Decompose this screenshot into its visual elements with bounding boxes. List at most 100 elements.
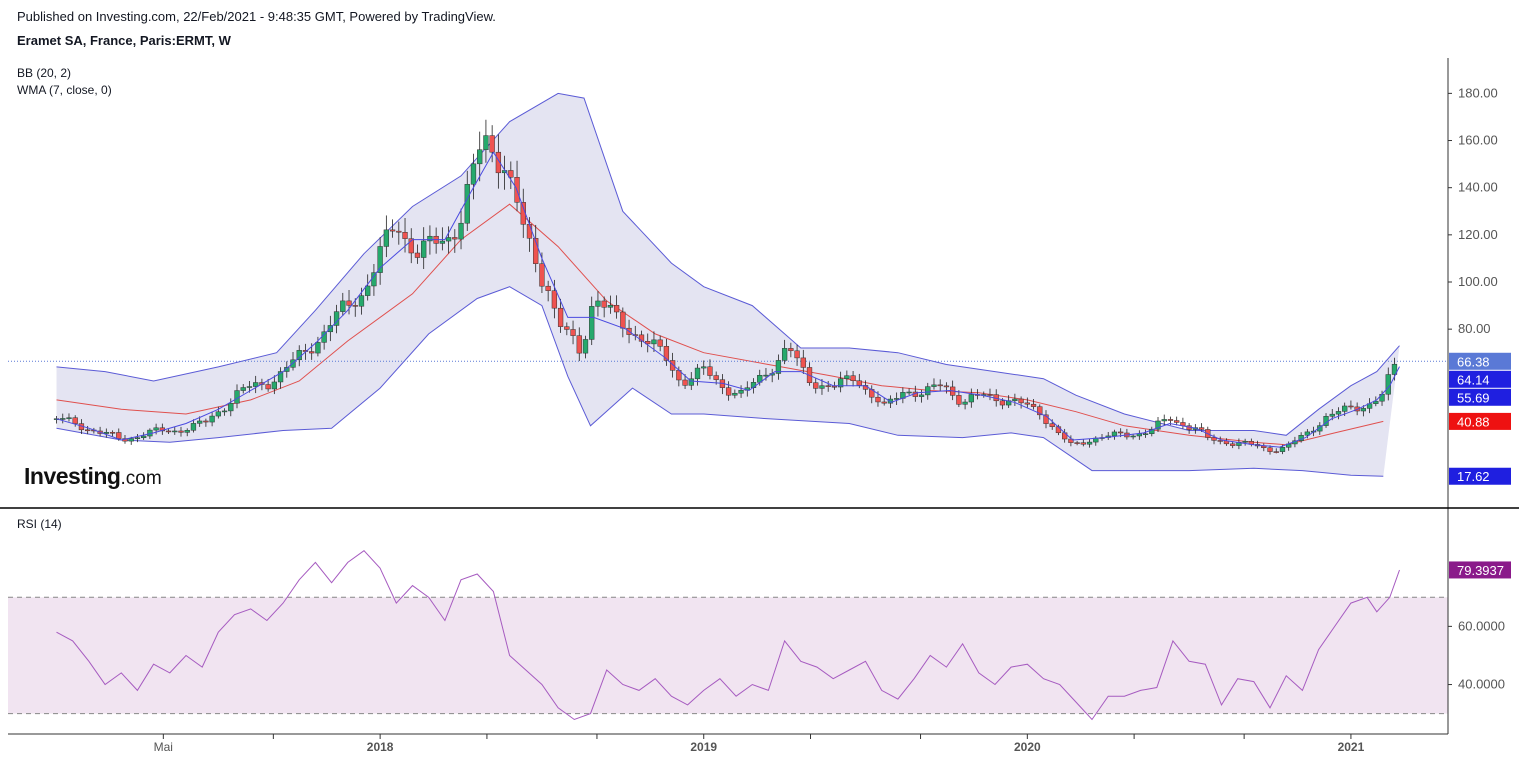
candle-body [968, 394, 974, 403]
candle-body [999, 400, 1006, 406]
candle-body [682, 379, 688, 386]
candle-body [1155, 420, 1161, 430]
rsi-tick-label: 40.0000 [1458, 677, 1505, 692]
published-note: Published on Investing.com, 22/Feb/2021 … [17, 9, 496, 24]
candle-body [918, 394, 925, 397]
candle-body [763, 374, 769, 377]
candle-body [1391, 363, 1398, 375]
time-tick-label: 2020 [1014, 740, 1041, 754]
candle-body [240, 387, 246, 391]
candle-body [651, 339, 657, 345]
candle-body [340, 300, 346, 312]
candle-body [613, 304, 620, 313]
candle-body [669, 360, 676, 371]
candle-body [663, 346, 670, 361]
candle-body [1118, 431, 1124, 434]
candle-body [60, 418, 66, 420]
candle-body [414, 252, 421, 258]
indicator-lines [56, 151, 1400, 448]
candle-body [732, 392, 738, 396]
price-tick-label: 100.00 [1458, 274, 1498, 289]
axes: 180.00 160.00 140.00 120.00 100.00 80.00 60.00… [0, 58, 1519, 754]
candle-body [495, 151, 502, 174]
last-value-bb_upper-bg [1449, 388, 1511, 406]
candle-body [489, 135, 495, 153]
candle-body [1024, 402, 1030, 405]
candle-body [1335, 411, 1342, 415]
candle-body [545, 285, 551, 291]
candle-body [1080, 442, 1086, 445]
candle-body [987, 394, 993, 396]
candle-body [1012, 398, 1018, 401]
candle-body [781, 348, 788, 361]
candle-body [421, 240, 427, 258]
candle-body [931, 384, 937, 387]
candle-body [483, 135, 489, 150]
candle-body [1086, 441, 1093, 445]
candle-body [178, 430, 184, 433]
candle-body [128, 438, 134, 442]
price-tick-label: 140.00 [1458, 180, 1498, 195]
candle-body [526, 224, 533, 239]
candle-body [377, 246, 383, 273]
candle-body [1161, 419, 1167, 422]
candle-body [383, 229, 390, 247]
candle-body [402, 232, 408, 239]
candle-body [1049, 423, 1055, 427]
last-value-bb_upper-text: 55.69 [1457, 390, 1490, 405]
candle-body [184, 430, 190, 433]
bb-lower-line [56, 286, 1384, 477]
rsi-last-value-text: 79.3937 [1457, 563, 1504, 578]
rsi-last-value-bg [1449, 561, 1511, 579]
candle-body [962, 401, 968, 405]
last-value-bb_lower-bg [1449, 467, 1511, 485]
candle-body [277, 371, 284, 383]
candle-body [925, 386, 931, 396]
candle-body [645, 341, 651, 345]
candle-body [1037, 406, 1043, 416]
candle-body [246, 386, 253, 388]
rsi-pane [8, 550, 1448, 721]
candle-body [109, 432, 116, 434]
candle-body [937, 384, 943, 387]
candle-body [309, 351, 315, 354]
last-value-close-bg [1449, 352, 1511, 370]
candle-body [477, 149, 483, 165]
candle-body [284, 367, 290, 372]
time-tick-label: 2021 [1338, 740, 1365, 754]
bb-indicator-label[interactable]: BB (20, 2) [17, 66, 72, 80]
candle-body [850, 375, 856, 382]
candle-body [134, 437, 141, 439]
bb-basis-line [56, 203, 1384, 446]
candle-body [831, 385, 838, 388]
candle-body [533, 238, 539, 264]
candle-body [601, 300, 607, 308]
candle-body [707, 366, 713, 376]
price-tick-label: 180.00 [1458, 85, 1498, 100]
bb-fill [56, 93, 1400, 477]
candle-body [1149, 428, 1155, 434]
candle-body [470, 163, 477, 185]
candle-body [190, 423, 197, 431]
last-value-wma-bg [1449, 370, 1511, 388]
rsi-indicator-label[interactable]: RSI (14) [17, 517, 62, 531]
candle-body [589, 306, 595, 340]
candle-body [358, 295, 365, 307]
time-tick-label: 2019 [690, 740, 717, 754]
investing-logo: Investing.com [24, 463, 162, 490]
candle-body [1198, 427, 1205, 430]
candle-body [228, 402, 234, 412]
logo-main: Investing [24, 463, 121, 489]
last-value-bb_basis-text: 40.88 [1457, 414, 1490, 429]
candle-body [1348, 405, 1354, 408]
candlesticks [53, 119, 1398, 455]
candle-body [458, 222, 464, 240]
candle-body [1030, 403, 1037, 407]
wma-indicator-label[interactable]: WMA (7, close, 0) [17, 83, 112, 97]
candle-body [408, 238, 414, 254]
candle-body [564, 326, 570, 330]
candle-body [1273, 451, 1279, 453]
candle-body [1130, 435, 1136, 438]
candle-body [141, 435, 147, 438]
